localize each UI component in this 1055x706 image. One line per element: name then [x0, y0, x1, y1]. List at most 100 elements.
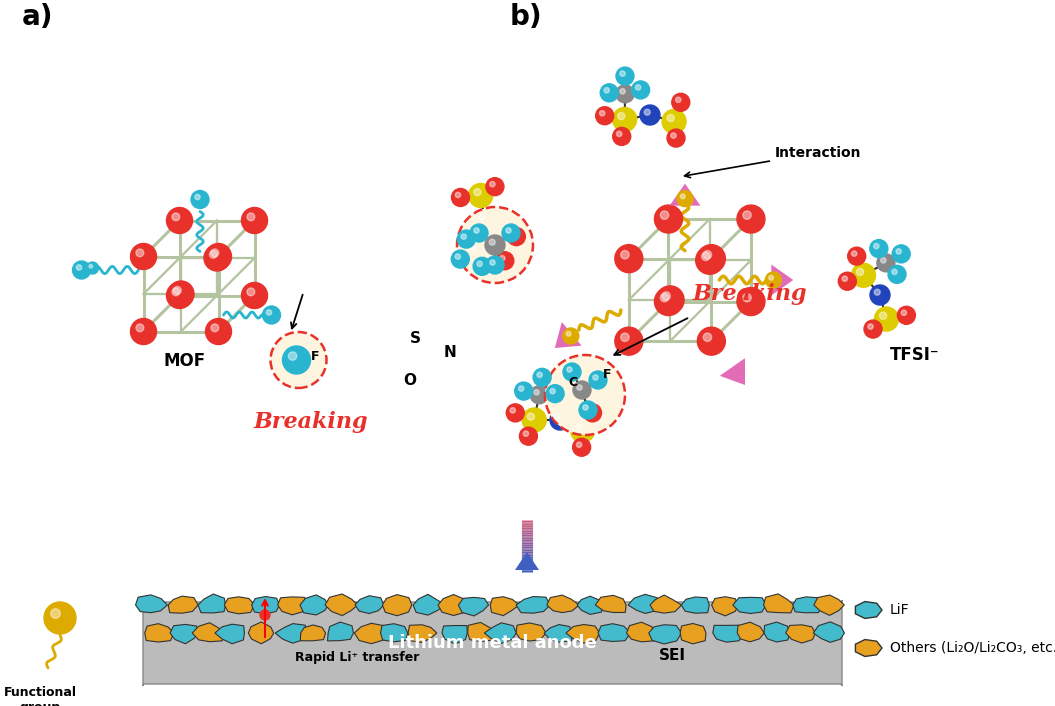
Circle shape [851, 263, 876, 287]
Circle shape [661, 292, 670, 300]
Circle shape [510, 407, 516, 413]
Circle shape [73, 261, 91, 279]
Circle shape [479, 214, 485, 220]
Circle shape [635, 85, 640, 90]
Polygon shape [467, 623, 497, 642]
Circle shape [697, 245, 726, 273]
Circle shape [242, 282, 268, 309]
Polygon shape [764, 594, 794, 613]
Text: MOF: MOF [164, 352, 206, 369]
Circle shape [493, 234, 500, 241]
Circle shape [211, 324, 218, 332]
Circle shape [486, 178, 504, 196]
Circle shape [260, 610, 270, 620]
Circle shape [579, 401, 597, 419]
Circle shape [616, 85, 634, 103]
Polygon shape [720, 358, 745, 385]
Circle shape [490, 260, 495, 265]
Circle shape [485, 235, 505, 255]
Circle shape [136, 249, 143, 257]
Circle shape [475, 210, 495, 230]
Circle shape [477, 261, 482, 266]
Circle shape [583, 404, 601, 422]
Text: C: C [568, 376, 577, 389]
Circle shape [528, 413, 535, 420]
Circle shape [486, 256, 504, 274]
Circle shape [640, 105, 660, 125]
Polygon shape [565, 625, 599, 643]
Circle shape [898, 306, 916, 324]
Circle shape [131, 318, 156, 345]
Circle shape [204, 245, 230, 271]
Circle shape [468, 184, 493, 208]
Polygon shape [628, 594, 660, 614]
Text: b): b) [510, 3, 542, 31]
Circle shape [511, 232, 517, 237]
Circle shape [490, 239, 495, 245]
Circle shape [864, 320, 882, 338]
Circle shape [704, 251, 712, 259]
Polygon shape [856, 602, 882, 618]
Circle shape [615, 327, 642, 355]
Polygon shape [712, 597, 737, 616]
Polygon shape [491, 597, 519, 616]
Circle shape [654, 205, 683, 233]
Circle shape [87, 262, 98, 274]
Circle shape [210, 251, 217, 258]
Circle shape [702, 252, 710, 261]
Circle shape [500, 256, 505, 261]
Circle shape [576, 424, 582, 431]
Circle shape [870, 285, 890, 305]
Circle shape [172, 213, 179, 221]
Circle shape [473, 257, 492, 275]
Polygon shape [145, 623, 174, 642]
Circle shape [571, 419, 595, 443]
Circle shape [457, 207, 533, 283]
Circle shape [737, 205, 765, 233]
Circle shape [615, 245, 642, 273]
Circle shape [620, 89, 626, 94]
Circle shape [874, 244, 879, 249]
Polygon shape [225, 597, 254, 614]
Circle shape [842, 276, 847, 282]
Circle shape [242, 208, 268, 234]
Circle shape [593, 375, 598, 380]
Polygon shape [301, 625, 326, 641]
Circle shape [613, 127, 631, 145]
Circle shape [589, 371, 607, 389]
Polygon shape [771, 265, 793, 295]
Circle shape [851, 251, 857, 256]
Circle shape [173, 287, 181, 294]
Polygon shape [792, 597, 822, 613]
Circle shape [888, 265, 906, 283]
Text: LiF: LiF [890, 603, 909, 617]
Circle shape [877, 254, 895, 272]
Circle shape [472, 246, 477, 252]
Circle shape [522, 408, 546, 432]
Circle shape [675, 97, 680, 102]
Circle shape [474, 189, 481, 196]
Circle shape [206, 244, 231, 270]
Polygon shape [484, 623, 516, 643]
Circle shape [467, 243, 485, 261]
Circle shape [620, 333, 629, 342]
Circle shape [680, 194, 685, 199]
Circle shape [283, 346, 310, 374]
Circle shape [869, 239, 888, 258]
Polygon shape [277, 597, 307, 615]
Polygon shape [813, 622, 844, 642]
Circle shape [596, 107, 614, 125]
Circle shape [515, 382, 533, 400]
Circle shape [563, 363, 581, 381]
Circle shape [519, 427, 537, 445]
Polygon shape [248, 622, 273, 644]
Circle shape [89, 265, 93, 268]
Polygon shape [300, 595, 328, 615]
Circle shape [456, 192, 461, 198]
Circle shape [76, 265, 81, 270]
Circle shape [893, 245, 910, 263]
Circle shape [195, 194, 200, 200]
Circle shape [546, 385, 564, 402]
Circle shape [452, 189, 469, 206]
Polygon shape [764, 622, 790, 642]
